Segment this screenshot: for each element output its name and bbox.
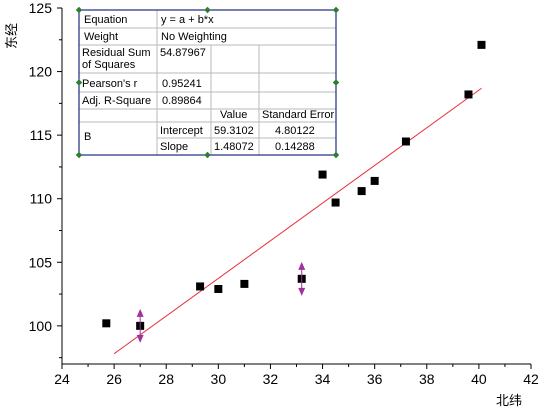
- stat-value: y = a + b*x: [161, 14, 214, 26]
- fit-statistics-table[interactable]: Equation y = a + b*x Weight No Weighting Res…: [75, 6, 340, 159]
- table-resize-handle-icon[interactable]: [75, 6, 83, 14]
- data-point[interactable]: [464, 90, 473, 99]
- resize-handle-icon[interactable]: [136, 308, 144, 343]
- x-tick-label: 28: [158, 371, 174, 387]
- stat-value: 0.89864: [162, 95, 202, 107]
- x-tick-label: 34: [315, 371, 331, 387]
- y-tick-label: 105: [29, 254, 53, 270]
- y-axis-title: 东经: [5, 23, 20, 49]
- table-resize-handle-icon[interactable]: [75, 79, 83, 86]
- data-point[interactable]: [240, 279, 249, 288]
- data-point[interactable]: [318, 170, 327, 179]
- selection-handles: [136, 261, 306, 343]
- stat-label: Pearson's r: [82, 78, 138, 90]
- data-point[interactable]: [102, 319, 111, 328]
- coef-name: Intercept: [160, 125, 203, 137]
- coef-stderr: 4.80122: [275, 125, 315, 137]
- data-point[interactable]: [370, 176, 379, 185]
- table-resize-handle-icon[interactable]: [332, 151, 340, 159]
- y-tick-label: 115: [30, 127, 53, 143]
- stat-value: 54.87967: [160, 47, 206, 59]
- stat-value: 0.95241: [162, 78, 202, 90]
- coef-value: 59.3102: [214, 125, 254, 137]
- stat-label: Weight: [84, 31, 118, 43]
- handle-arrow-up: [298, 261, 306, 270]
- x-tick-label: 26: [106, 371, 122, 387]
- data-point[interactable]: [214, 284, 223, 293]
- table-background: [79, 10, 336, 155]
- resize-handle-icon[interactable]: [298, 261, 306, 296]
- y-tick-label: 100: [29, 318, 53, 334]
- coef-name: Slope: [160, 141, 188, 153]
- coef-group-label: B: [84, 131, 91, 143]
- axis-ticks: 24 26 28 30 32 34 36 38 40 42 100 105 110 115 120 125: [29, 0, 539, 387]
- table-resize-handle-icon[interactable]: [75, 151, 83, 159]
- x-tick-label: 40: [471, 371, 487, 387]
- table-resize-handle-icon[interactable]: [332, 6, 340, 14]
- handle-arrow-down: [298, 287, 306, 296]
- coef-stderr: 0.14288: [275, 141, 315, 153]
- y-tick-label: 125: [29, 0, 53, 16]
- x-tick-label: 36: [367, 371, 383, 387]
- x-axis-title: 北纬: [496, 394, 522, 409]
- y-tick-label: 110: [30, 191, 53, 207]
- data-point[interactable]: [401, 137, 410, 146]
- y-tick-label: 120: [29, 64, 53, 80]
- handle-arrow-down: [136, 334, 144, 343]
- x-tick-label: 30: [211, 371, 227, 387]
- data-points: [102, 40, 486, 330]
- fit-line-layer: [113, 87, 482, 355]
- table-resize-handle-icon[interactable]: [204, 6, 211, 14]
- handle-arrow-up: [136, 308, 144, 317]
- x-tick-label: 24: [54, 371, 70, 387]
- x-tick-label: 42: [523, 371, 539, 387]
- data-point[interactable]: [331, 198, 340, 207]
- stat-label: Adj. R-Square: [82, 95, 151, 107]
- linear-fit-line: [113, 87, 482, 355]
- table-resize-handle-icon[interactable]: [332, 79, 340, 86]
- data-point[interactable]: [196, 282, 205, 291]
- stat-value: No Weighting: [161, 31, 227, 43]
- coef-header: Standard Error: [262, 109, 334, 121]
- stat-label: Equation: [84, 14, 127, 26]
- data-point[interactable]: [477, 40, 486, 49]
- x-tick-label: 38: [419, 371, 435, 387]
- data-point[interactable]: [357, 187, 366, 196]
- coef-value: 1.48072: [214, 141, 254, 153]
- stat-label: Residual Sum of Squares: [82, 47, 150, 71]
- x-tick-label: 32: [263, 371, 279, 387]
- table-resize-handle-icon[interactable]: [204, 151, 211, 159]
- coef-header: Value: [220, 109, 247, 121]
